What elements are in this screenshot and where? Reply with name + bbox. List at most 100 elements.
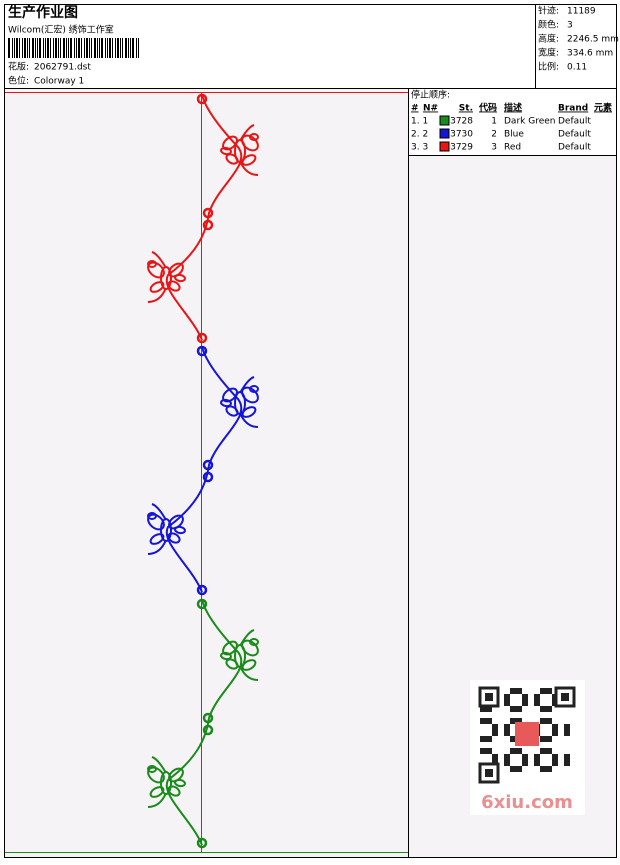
bar <box>78 38 80 58</box>
bar <box>76 38 77 58</box>
qr-module <box>516 718 522 724</box>
bar <box>39 38 41 58</box>
embroidery <box>147 93 259 849</box>
bar <box>70 38 72 58</box>
knot <box>196 93 208 105</box>
bar <box>24 38 26 58</box>
stitch-loop <box>167 785 181 797</box>
stitch-loop <box>147 261 165 279</box>
knot <box>202 724 214 736</box>
bar <box>99 38 100 58</box>
color-swatch <box>439 128 450 139</box>
title: 生产作业图 <box>8 4 78 21</box>
stat-value: 2246.5 mm <box>567 35 619 45</box>
vine-segment <box>147 598 259 849</box>
qr-module <box>504 700 510 706</box>
color-swatch <box>439 115 450 126</box>
qr-module <box>510 736 516 742</box>
qr-module <box>486 736 492 742</box>
bar <box>112 38 113 58</box>
stitch-loop <box>147 765 157 773</box>
knot <box>196 345 208 357</box>
qr-code <box>470 680 585 815</box>
stitch-loop <box>174 525 186 535</box>
bar <box>27 38 28 58</box>
bar <box>74 38 75 58</box>
stitch-loop <box>174 778 186 788</box>
bar <box>47 38 49 58</box>
stitch-loop <box>174 273 186 283</box>
qr-module <box>486 718 492 724</box>
bar <box>109 38 111 58</box>
antenna <box>147 756 167 808</box>
stitch-loop <box>220 146 232 156</box>
qr-module <box>552 754 558 760</box>
knot <box>202 207 214 219</box>
qr-module <box>564 724 570 730</box>
bar <box>91 38 92 58</box>
stitch-loop <box>249 133 259 141</box>
stat-label: 针迹: <box>538 5 559 17</box>
column-header: St. <box>459 104 473 114</box>
antenna <box>147 251 167 303</box>
description: Red <box>504 143 521 153</box>
design-label: 花版: <box>8 61 29 73</box>
bar <box>37 38 38 58</box>
qr-module <box>510 718 516 724</box>
qr-module <box>534 694 540 700</box>
stitch-loop <box>167 280 181 292</box>
qr-finder-core <box>561 693 569 701</box>
stitch-loop <box>241 154 257 166</box>
code: 2 <box>491 130 497 140</box>
stitches: 3729 <box>450 143 473 153</box>
bar <box>12 38 13 58</box>
bar <box>19 38 20 58</box>
stitch-loop <box>225 658 239 670</box>
vine <box>165 94 243 341</box>
qr-module <box>552 760 558 766</box>
qr-module <box>546 718 552 724</box>
qr-module <box>564 760 570 766</box>
qr-module <box>564 754 570 760</box>
bar <box>66 38 67 58</box>
qr-module <box>492 754 498 760</box>
bar <box>63 38 65 58</box>
bar <box>132 38 134 58</box>
qr-module <box>492 730 498 736</box>
row-index: 3. 3 <box>411 143 428 153</box>
colorway-value: Colorway 1 <box>34 77 84 87</box>
brand: Default <box>558 117 591 127</box>
qr-module <box>504 760 510 766</box>
qr-module <box>546 748 552 754</box>
bar <box>84 38 85 58</box>
watermark: 6xiu.com <box>481 792 573 813</box>
description: Dark Green <box>504 117 555 127</box>
bar <box>89 38 90 58</box>
studio: Wilcom(汇宏) 绣饰工作室 <box>8 24 114 36</box>
code: 3 <box>491 143 497 153</box>
column-header: 描述 <box>504 102 522 114</box>
stitch-loop <box>225 405 239 417</box>
qr-module <box>510 748 516 754</box>
bar <box>55 38 57 58</box>
qr-module <box>480 706 486 712</box>
bar <box>35 38 36 58</box>
bar <box>125 38 127 58</box>
bar <box>97 38 98 58</box>
knot <box>202 712 214 724</box>
knot <box>202 471 214 483</box>
brand: Default <box>558 130 591 140</box>
qr-module <box>516 706 522 712</box>
qr-module <box>486 706 492 712</box>
qr-module <box>516 688 522 694</box>
qr-module <box>546 688 552 694</box>
vine <box>165 346 243 593</box>
qr-module <box>504 724 510 730</box>
qr-module <box>504 754 510 760</box>
bar <box>22 38 23 58</box>
qr-module <box>522 754 528 760</box>
stat-value: 11189 <box>567 7 596 17</box>
bar <box>29 38 30 58</box>
stitches: 3728 <box>450 117 473 127</box>
